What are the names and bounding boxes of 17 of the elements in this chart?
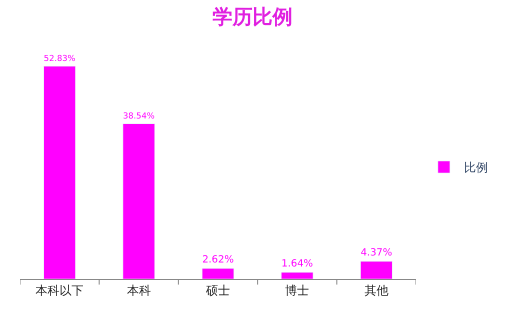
data-label: 38.54% xyxy=(122,110,155,120)
x-tick-label: 硕士 xyxy=(205,283,230,298)
x-tick-label: 博士 xyxy=(285,283,310,298)
x-tick-label: 其他 xyxy=(364,283,388,298)
legend-label: 比例 xyxy=(464,160,488,175)
chart-title: 学历比例 xyxy=(212,4,292,28)
data-label: 1.64% xyxy=(281,258,314,270)
data-label: 2.62% xyxy=(202,254,234,266)
bar xyxy=(122,124,155,279)
bar xyxy=(281,272,314,279)
bar xyxy=(202,268,234,279)
bar xyxy=(360,261,392,279)
x-tick-label: 本科以下 xyxy=(36,283,84,298)
x-tick-label: 本科 xyxy=(126,283,151,298)
bar xyxy=(44,66,76,279)
data-label: 4.37% xyxy=(360,248,392,259)
data-label: 52.83% xyxy=(44,52,76,63)
